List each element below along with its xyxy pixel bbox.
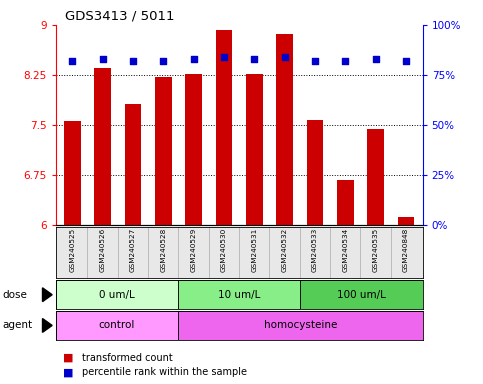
Bar [155, 77, 171, 225]
Text: 10 um/L: 10 um/L [218, 290, 260, 300]
Point [250, 56, 258, 62]
Text: transformed count: transformed count [82, 353, 173, 363]
Text: GSM240534: GSM240534 [342, 228, 348, 272]
Text: homocysteine: homocysteine [264, 320, 337, 331]
Point [190, 56, 198, 62]
Text: GSM240525: GSM240525 [69, 228, 75, 272]
Bar [94, 68, 111, 225]
Bar [300, 280, 423, 309]
Text: ■: ■ [63, 353, 73, 363]
Bar [276, 34, 293, 225]
Bar [398, 217, 414, 225]
Bar [185, 74, 202, 225]
Text: agent: agent [2, 320, 32, 331]
Point [311, 58, 319, 64]
Bar [178, 311, 423, 340]
Polygon shape [43, 288, 52, 302]
Bar [246, 74, 263, 225]
Text: 0 um/L: 0 um/L [99, 290, 135, 300]
Point [99, 56, 106, 62]
Point [159, 58, 167, 64]
Bar [56, 311, 178, 340]
Text: GSM240526: GSM240526 [99, 228, 106, 272]
Point [402, 58, 410, 64]
Bar [125, 104, 141, 225]
Text: GSM240535: GSM240535 [372, 228, 379, 272]
Point [341, 58, 349, 64]
Text: ■: ■ [63, 367, 73, 377]
Bar [215, 30, 232, 225]
Point [129, 58, 137, 64]
Bar [56, 280, 178, 309]
Text: control: control [99, 320, 135, 331]
Point [372, 56, 380, 62]
Text: dose: dose [2, 290, 28, 300]
Point [220, 54, 228, 60]
Bar [307, 120, 323, 225]
Text: percentile rank within the sample: percentile rank within the sample [82, 367, 247, 377]
Point [281, 54, 288, 60]
Bar [178, 280, 300, 309]
Bar [64, 121, 81, 225]
Text: GSM240528: GSM240528 [160, 228, 166, 272]
Text: GSM240530: GSM240530 [221, 228, 227, 272]
Text: GSM240529: GSM240529 [191, 228, 197, 272]
Bar [337, 180, 354, 225]
Text: GDS3413 / 5011: GDS3413 / 5011 [65, 10, 175, 23]
Text: GSM240533: GSM240533 [312, 228, 318, 272]
Polygon shape [43, 319, 52, 332]
Point [69, 58, 76, 64]
Text: GSM240532: GSM240532 [282, 228, 287, 272]
Text: 100 um/L: 100 um/L [337, 290, 386, 300]
Text: GSM240848: GSM240848 [403, 228, 409, 272]
Bar [367, 129, 384, 225]
Text: GSM240531: GSM240531 [251, 228, 257, 272]
Text: GSM240527: GSM240527 [130, 228, 136, 272]
